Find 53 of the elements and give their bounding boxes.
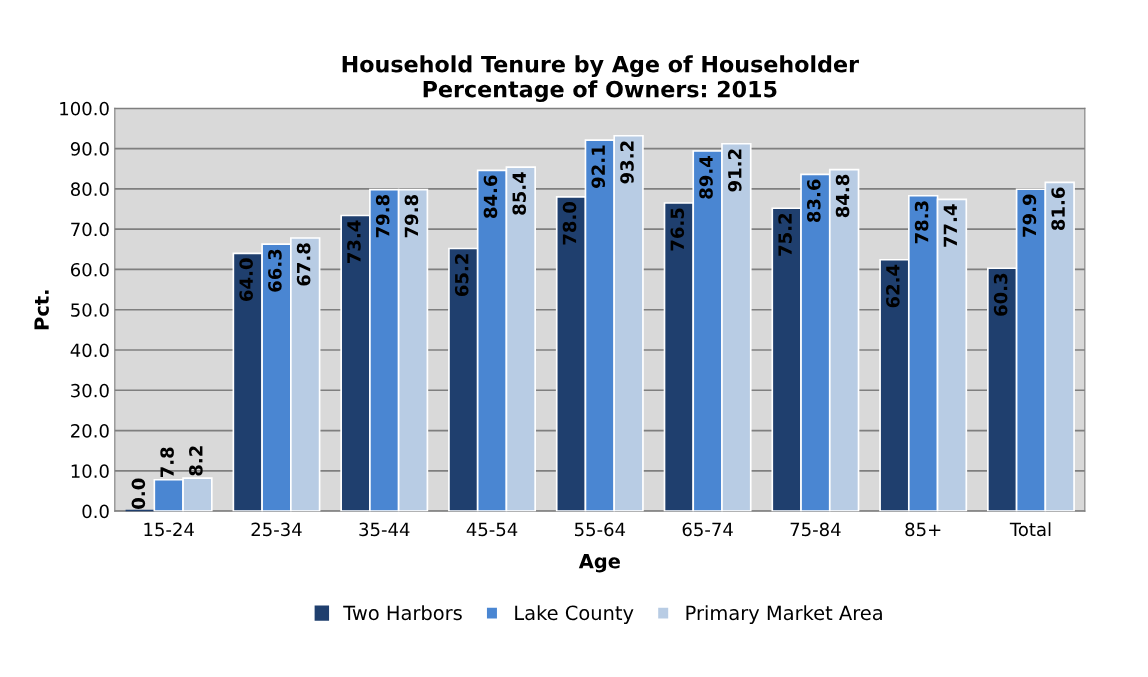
- y-axis-title: Pct.: [34, 290, 49, 330]
- y-tick-label: 20.0: [71, 424, 109, 438]
- chart-title: Household Tenure by Age of Householder Percentage of Owners: 2015: [342, 55, 859, 102]
- x-tick-label: 15-24: [144, 522, 194, 537]
- y-tick-label: 40.0: [70, 343, 109, 358]
- data-label: 93.2: [620, 141, 634, 184]
- y-tick-label: 90.0: [70, 142, 109, 156]
- data-label: 76.5: [670, 208, 685, 251]
- data-label: 79.8: [404, 194, 419, 238]
- data-label: 62.4: [886, 264, 900, 308]
- data-label: 64.0: [239, 258, 253, 301]
- data-label: 83.6: [806, 179, 821, 222]
- data-label: 84.8: [835, 174, 850, 218]
- data-label: 75.2: [778, 213, 792, 256]
- x-tick-label: 25-34: [251, 522, 302, 537]
- data-label: 84.6: [483, 175, 498, 218]
- x-tick-label: 45-54: [466, 522, 518, 537]
- y-tick-label: 10.0: [71, 464, 109, 478]
- data-label: 7.8: [160, 447, 174, 478]
- x-tick-label: 35-44: [359, 522, 410, 537]
- data-label: 77.4: [943, 204, 957, 247]
- data-label: 91.2: [727, 149, 742, 192]
- data-label: 8.2: [189, 446, 203, 476]
- y-tick-label: 60.0: [71, 262, 109, 277]
- data-label: 65.2: [454, 254, 469, 297]
- y-tick-label: 30.0: [71, 383, 109, 398]
- data-label: 81.6: [1051, 187, 1065, 231]
- legend-label: Two Harbors: [343, 605, 462, 621]
- data-label: 78.3: [914, 201, 929, 244]
- data-label: 79.8: [375, 194, 390, 238]
- data-label: 79.9: [1022, 194, 1037, 237]
- x-tick-label: Total: [1009, 522, 1051, 537]
- data-label: 0.0: [131, 478, 146, 509]
- data-label: 89.4: [699, 156, 713, 199]
- data-label: 67.8: [296, 243, 311, 286]
- x-tick-label: 55-64: [574, 522, 626, 537]
- data-label: 92.1: [591, 145, 606, 188]
- x-axis-title: Age: [578, 554, 620, 573]
- y-tick-label: 0.0: [82, 504, 109, 519]
- y-tick-label: 50.0: [71, 303, 109, 317]
- data-label: 73.4: [347, 220, 361, 263]
- legend-label: Primary Market Area: [686, 605, 882, 624]
- data-label: 66.3: [268, 249, 282, 292]
- x-tick-label: 65-74: [682, 522, 733, 537]
- data-label: 85.4: [512, 172, 527, 215]
- x-tick-label: 75-84: [790, 522, 841, 537]
- y-tick-label: 100.0: [60, 101, 109, 116]
- x-tick-label: 85+: [905, 522, 941, 537]
- legend-label: Lake County: [515, 605, 634, 624]
- data-label: 60.3: [993, 273, 1008, 316]
- y-tick-label: 80.0: [70, 182, 109, 196]
- y-tick-label: 70.0: [71, 222, 109, 237]
- data-label: 78.0: [562, 201, 577, 245]
